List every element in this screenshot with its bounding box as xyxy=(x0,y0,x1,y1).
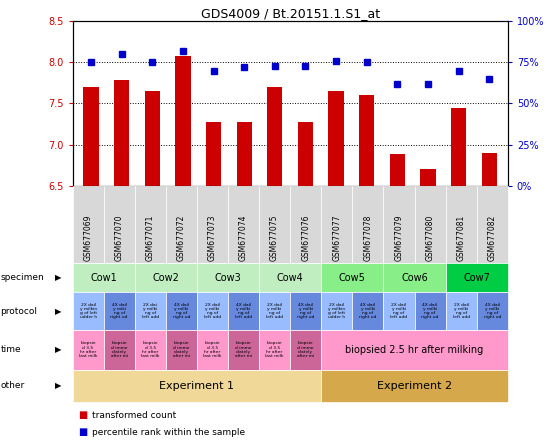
Text: Experiment 2: Experiment 2 xyxy=(377,381,452,391)
Text: ▶: ▶ xyxy=(55,345,62,354)
Text: 2X dail
y milki
ng of
left udd: 2X dail y milki ng of left udd xyxy=(266,302,283,320)
Text: 2X dail
y milki
ng of
left udd: 2X dail y milki ng of left udd xyxy=(391,302,407,320)
Text: 4X dail
y milki
ng of
right ud: 4X dail y milki ng of right ud xyxy=(172,302,190,320)
Text: Experiment 1: Experiment 1 xyxy=(160,381,234,391)
Text: biopsied 2.5 hr after milking: biopsied 2.5 hr after milking xyxy=(345,345,484,355)
Text: 2X dail
y milki
ng of
left udd: 2X dail y milki ng of left udd xyxy=(204,302,221,320)
Text: GSM677071: GSM677071 xyxy=(146,214,155,261)
Text: Cow7: Cow7 xyxy=(463,273,490,283)
Text: biopsie
d imme
diately
after mi: biopsie d imme diately after mi xyxy=(235,341,252,358)
Bar xyxy=(451,107,466,186)
Bar xyxy=(206,122,221,186)
Bar xyxy=(420,169,436,186)
Text: biopsie
d imme
diately
after mi: biopsie d imme diately after mi xyxy=(173,341,190,358)
Bar xyxy=(114,80,129,186)
Bar xyxy=(390,155,405,186)
Text: biopsie
d imme
diately
after mi: biopsie d imme diately after mi xyxy=(110,341,128,358)
Text: GSM677078: GSM677078 xyxy=(363,214,372,261)
Text: Cow4: Cow4 xyxy=(277,273,304,283)
Bar xyxy=(175,56,190,186)
Text: 4X dail
y milki
ng of
right ud: 4X dail y milki ng of right ud xyxy=(421,302,439,320)
Text: GSM677082: GSM677082 xyxy=(488,215,497,261)
Text: 4X dail
y milki
ng of
right ud: 4X dail y milki ng of right ud xyxy=(297,302,314,320)
Bar xyxy=(267,87,282,186)
Bar xyxy=(329,91,344,186)
Text: ▶: ▶ xyxy=(55,381,62,390)
Bar xyxy=(298,122,313,186)
Bar xyxy=(482,153,497,186)
Text: GSM677072: GSM677072 xyxy=(177,214,186,261)
Title: GDS4009 / Bt.20151.1.S1_at: GDS4009 / Bt.20151.1.S1_at xyxy=(200,7,380,20)
Text: 2X dai
y milki
ng of
left udd: 2X dai y milki ng of left udd xyxy=(142,302,159,320)
Text: time: time xyxy=(1,345,21,354)
Text: 4X dail
y miki
ng of
right ud: 4X dail y miki ng of right ud xyxy=(110,302,128,320)
Text: GSM677069: GSM677069 xyxy=(84,214,93,261)
Text: biopsie
d 3.5
hr after
last milk: biopsie d 3.5 hr after last milk xyxy=(79,341,97,358)
Text: GSM677077: GSM677077 xyxy=(333,214,341,261)
Text: GSM677075: GSM677075 xyxy=(270,214,279,261)
Text: 4X dail
y milki
ng of
right ud: 4X dail y milki ng of right ud xyxy=(484,302,501,320)
Text: biopsie
d 3.5
hr after
last milk: biopsie d 3.5 hr after last milk xyxy=(141,341,160,358)
Text: GSM677074: GSM677074 xyxy=(239,214,248,261)
Text: GSM677076: GSM677076 xyxy=(301,214,310,261)
Text: GSM677070: GSM677070 xyxy=(115,214,124,261)
Text: ■: ■ xyxy=(78,427,88,437)
Text: Cow1: Cow1 xyxy=(90,273,117,283)
Text: Cow6: Cow6 xyxy=(401,273,428,283)
Text: GSM677080: GSM677080 xyxy=(426,214,435,261)
Text: Cow2: Cow2 xyxy=(152,273,179,283)
Text: specimen: specimen xyxy=(1,273,44,282)
Text: biopsie
d 3.5
hr after
last milk: biopsie d 3.5 hr after last milk xyxy=(203,341,222,358)
Text: ▶: ▶ xyxy=(55,273,62,282)
Text: biopsie
d 3.5
hr after
last milk: biopsie d 3.5 hr after last milk xyxy=(266,341,284,358)
Text: ▶: ▶ xyxy=(55,306,62,316)
Text: 4X dail
y milki
ng of
right ud: 4X dail y milki ng of right ud xyxy=(359,302,377,320)
Bar xyxy=(145,91,160,186)
Bar xyxy=(83,87,99,186)
Text: GSM677079: GSM677079 xyxy=(395,214,403,261)
Text: transformed count: transformed count xyxy=(92,411,176,420)
Text: ■: ■ xyxy=(78,410,88,420)
Text: GSM677073: GSM677073 xyxy=(208,214,217,261)
Text: 4X dail
y milki
ng of
left udd: 4X dail y milki ng of left udd xyxy=(235,302,252,320)
Text: GSM677081: GSM677081 xyxy=(456,215,465,261)
Text: Cow5: Cow5 xyxy=(339,273,366,283)
Text: 2X dail
y milkin
g of left
udder h: 2X dail y milkin g of left udder h xyxy=(80,302,97,320)
Text: protocol: protocol xyxy=(1,306,37,316)
Text: 2X dail
y milkin
g of left
udder h: 2X dail y milkin g of left udder h xyxy=(328,302,345,320)
Text: other: other xyxy=(1,381,25,390)
Text: biopsie
d imme
diately
after mi: biopsie d imme diately after mi xyxy=(297,341,314,358)
Bar xyxy=(359,95,374,186)
Bar xyxy=(237,122,252,186)
Text: 2X dail
y milki
ng of
left udd: 2X dail y milki ng of left udd xyxy=(453,302,470,320)
Text: Cow3: Cow3 xyxy=(215,273,242,283)
Text: percentile rank within the sample: percentile rank within the sample xyxy=(92,428,245,436)
